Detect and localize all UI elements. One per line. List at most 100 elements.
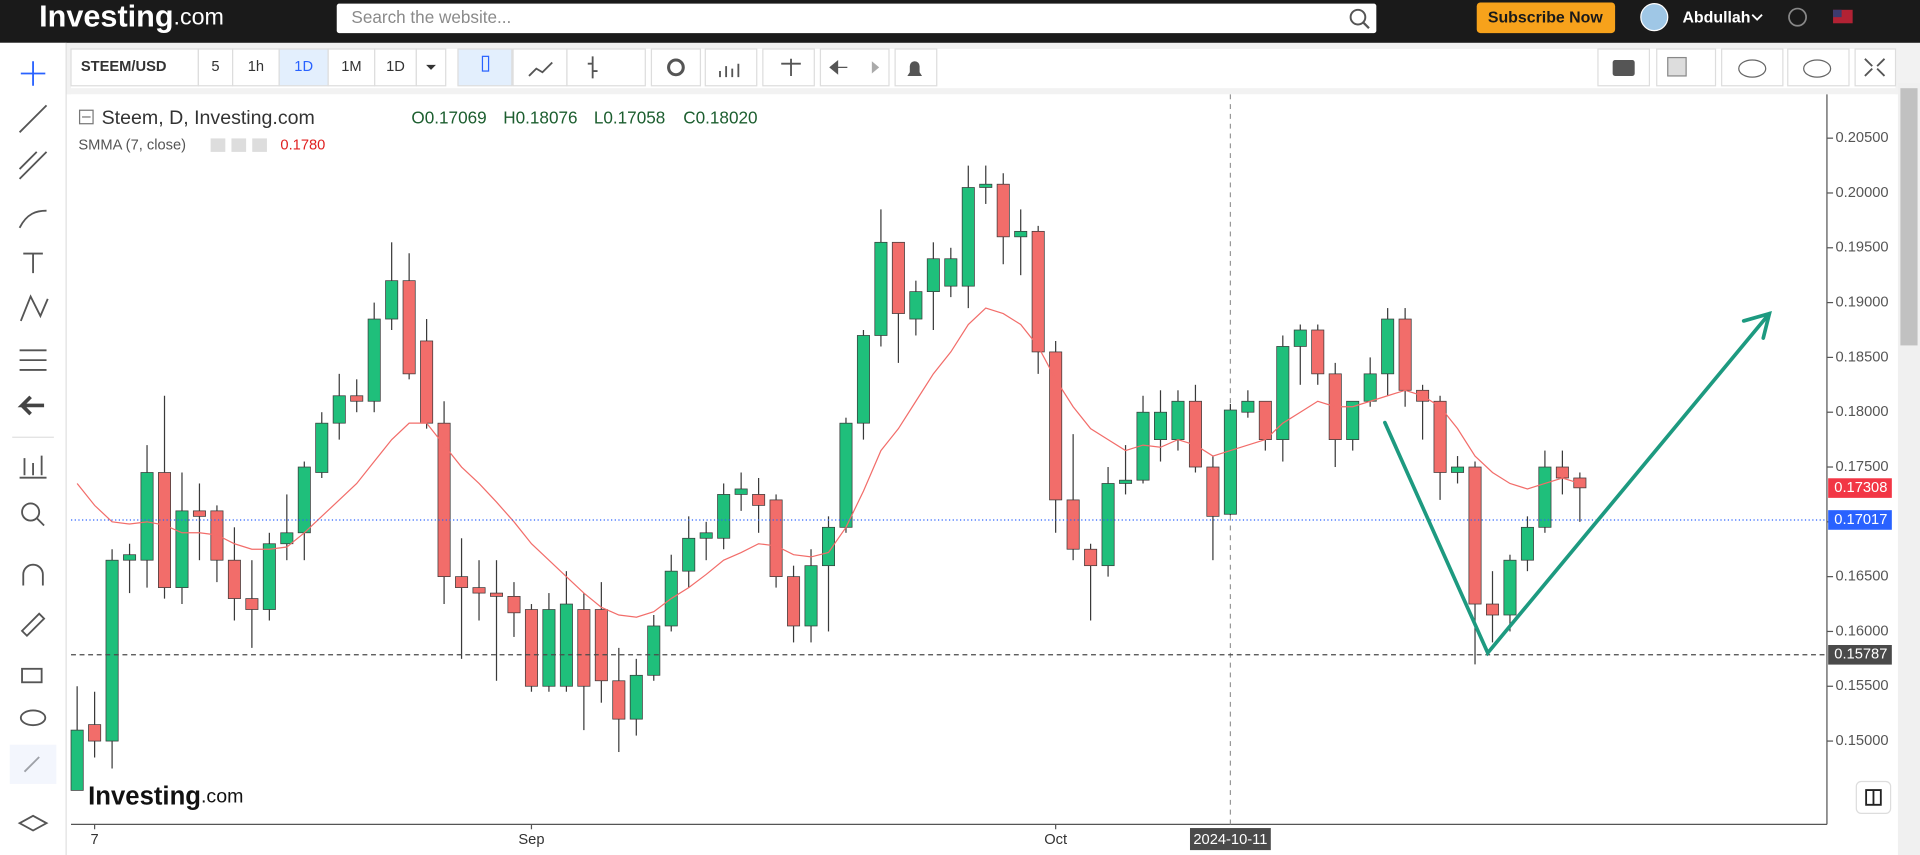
candle-body — [926, 258, 940, 292]
candle-body — [769, 499, 783, 578]
indicators-button[interactable] — [704, 48, 758, 87]
compare-button[interactable] — [762, 48, 815, 87]
ohlc-open: O0.17069 — [411, 107, 486, 127]
interval-button[interactable] — [278, 48, 329, 87]
smma-line — [76, 307, 1581, 618]
candle-body — [1363, 373, 1377, 402]
chart-area — [71, 94, 1896, 855]
save-button[interactable] — [1787, 48, 1850, 87]
interval-button[interactable] — [197, 48, 234, 87]
candle-body — [577, 609, 591, 687]
interval-label: 1D — [386, 59, 405, 75]
candle-body — [856, 335, 870, 424]
indicator-name: SMMA (7, close) — [78, 138, 186, 154]
indicator-value: 0.1780 — [280, 138, 325, 154]
subscribe-button[interactable] — [1476, 2, 1616, 34]
symbol-box[interactable] — [70, 48, 199, 87]
candle-body — [1486, 603, 1499, 616]
candle-body — [647, 625, 661, 676]
candle-body — [192, 510, 206, 517]
collapse-icon[interactable] — [78, 109, 94, 125]
crosshair-time-bg — [1189, 828, 1271, 851]
interval-group: 5 1h 1D 1M 1D — [197, 48, 447, 87]
search-box[interactable] — [336, 3, 1377, 34]
candle-body — [1311, 329, 1325, 375]
candle-body — [542, 609, 556, 687]
candle-body — [1555, 466, 1569, 479]
avatar[interactable] — [1640, 3, 1669, 32]
candle-body — [332, 395, 346, 424]
candle-body — [996, 183, 1010, 238]
drawing-tools[interactable] — [17, 61, 49, 832]
search-icon[interactable] — [1349, 8, 1367, 26]
bar-type-button[interactable] — [566, 48, 646, 87]
trend-drawing[interactable] — [1383, 310, 1772, 657]
candle-body — [1451, 466, 1465, 473]
clock-icon[interactable] — [1788, 7, 1807, 27]
interval-label: 1M — [341, 59, 361, 75]
interval-button[interactable] — [232, 48, 280, 87]
candle-body — [1154, 411, 1167, 440]
candle-body — [1346, 400, 1360, 440]
watermark: Investing.com — [88, 782, 243, 810]
line-type-button[interactable] — [512, 48, 568, 87]
candle-body — [280, 532, 294, 545]
candle-body — [175, 510, 189, 588]
price-tag — [1828, 510, 1892, 530]
price-tag-label: 0.17017 — [1834, 512, 1887, 528]
candle-body — [699, 532, 713, 539]
scroll-thumb[interactable] — [1900, 88, 1918, 346]
candle-body — [123, 554, 137, 561]
candle-body — [1171, 400, 1185, 440]
candle-body — [402, 280, 416, 375]
ohlc-close: C0.18020 — [683, 107, 757, 127]
y-tick-label: 0.19000 — [1836, 294, 1889, 310]
candle-body — [629, 674, 643, 720]
y-tick-label: 0.19500 — [1836, 240, 1889, 256]
x-tick-label: Sep — [518, 832, 544, 848]
candle-body — [490, 592, 503, 597]
candle-body — [262, 543, 276, 610]
candle-body — [1468, 466, 1482, 605]
candle-body — [1066, 499, 1080, 550]
candle-body — [944, 258, 958, 287]
price-tag — [1828, 478, 1892, 498]
x-tick-label: Oct — [1044, 832, 1067, 848]
y-tick-label: 0.16500 — [1836, 569, 1889, 585]
price-tag-label: 0.17308 — [1834, 480, 1887, 496]
interval-label: 5 — [211, 59, 219, 75]
candle-type-button[interactable] — [457, 48, 513, 87]
candle-body — [961, 187, 975, 287]
symbol: STEEM/USD — [81, 59, 167, 75]
candle-body — [1223, 409, 1237, 515]
load-button[interactable] — [1721, 48, 1784, 87]
candle-body — [472, 587, 486, 594]
candle-body — [158, 472, 172, 588]
candle-body — [1381, 318, 1395, 375]
candle-body — [752, 494, 766, 506]
search-placeholder: Search the website... — [351, 7, 511, 27]
candle-body — [1206, 466, 1220, 517]
interval-button[interactable] — [327, 48, 376, 87]
candle-body — [1520, 526, 1534, 561]
candle-body — [105, 559, 119, 742]
candle-body — [1293, 329, 1307, 347]
candle-body — [979, 183, 993, 188]
candle-body — [1049, 351, 1063, 501]
drawing-sidebar — [0, 42, 67, 855]
crosshair-time-label: 2024-10-11 — [1193, 832, 1267, 848]
y-tick-label: 0.20000 — [1836, 185, 1889, 201]
settings-button[interactable] — [650, 48, 702, 87]
user-name[interactable]: Abdullah — [1682, 10, 1750, 27]
candle-body — [874, 241, 888, 336]
candle-body — [1084, 548, 1098, 567]
fullscreen-button[interactable] — [1854, 48, 1897, 87]
logo[interactable]: Investing.com — [39, 0, 224, 33]
watermark-name: Investing — [88, 782, 201, 810]
logo-suffix: .com — [174, 4, 224, 30]
candle-body — [1503, 559, 1517, 616]
candle-body — [350, 395, 364, 402]
candle-body — [1101, 483, 1115, 567]
y-tick-label: 0.18000 — [1836, 404, 1889, 420]
